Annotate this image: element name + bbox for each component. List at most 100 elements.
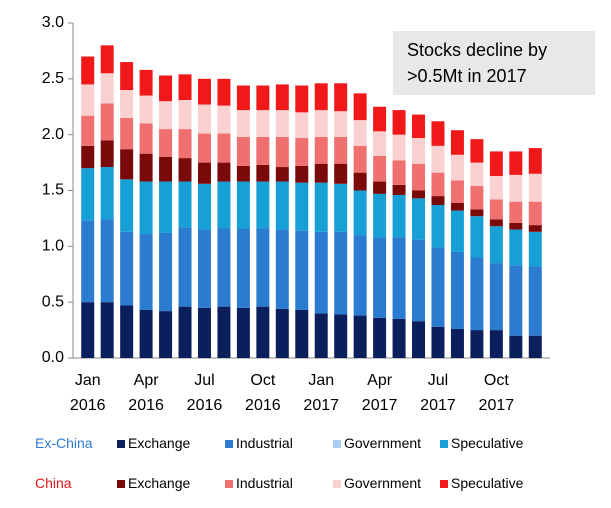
bar-segment	[412, 163, 426, 191]
bar-segment	[353, 145, 367, 173]
legend-swatch	[117, 480, 125, 488]
bar-segment	[100, 219, 114, 303]
bar-segment	[159, 129, 173, 157]
bar-segment	[100, 45, 114, 74]
bar-segment	[353, 120, 367, 146]
bar-segment	[314, 136, 328, 164]
bar-segment	[412, 198, 426, 240]
bar-segment	[81, 115, 95, 146]
legend-label: Speculative	[451, 475, 524, 491]
bar-segment	[431, 247, 445, 327]
bar-segment	[100, 167, 114, 220]
y-tick-label: 1.5	[42, 182, 64, 199]
bar-segment	[412, 138, 426, 164]
bar-segment	[81, 302, 95, 358]
bar-segment	[197, 229, 211, 308]
bar-segment	[120, 117, 134, 150]
bar-segment	[236, 181, 250, 229]
bar-segment	[470, 139, 484, 163]
bar-segment	[197, 162, 211, 184]
bar-segment	[275, 308, 289, 358]
bar-segment	[450, 328, 464, 358]
bar-segment	[450, 180, 464, 203]
bar-segment	[120, 305, 134, 358]
bar-segment	[217, 78, 231, 106]
legend-label: Industrial	[236, 475, 293, 491]
bar-segment	[431, 172, 445, 197]
bar-segment	[217, 306, 231, 358]
bar-segment	[334, 111, 348, 137]
legend-label: Government	[344, 435, 422, 451]
bar-segment	[334, 183, 348, 232]
bar-segment	[431, 145, 445, 173]
bar-segment	[275, 167, 289, 182]
bar-segment	[295, 112, 309, 139]
bar-segment	[528, 266, 542, 336]
bar-segment	[100, 73, 114, 104]
y-tick-label: 2.5	[42, 70, 64, 87]
bar-segment	[450, 154, 464, 181]
bar-segment	[353, 172, 367, 191]
bar-segment	[314, 83, 328, 111]
bar-segment	[217, 162, 231, 182]
y-tick-label: 0.5	[42, 293, 64, 310]
bar-segment	[314, 313, 328, 358]
bar-segment	[197, 104, 211, 134]
bar-segment	[373, 155, 387, 182]
bar-segment	[431, 205, 445, 248]
bar-segment	[256, 306, 270, 358]
bar-segment	[470, 330, 484, 358]
bar-segment	[275, 136, 289, 168]
bar-segment	[139, 234, 153, 310]
bar-segment	[120, 90, 134, 118]
bar-segment	[178, 74, 192, 101]
x-tick-label: Apr 2017	[361, 372, 398, 414]
bar-segment	[139, 181, 153, 235]
bar-segment	[256, 228, 270, 307]
bar-segment	[256, 181, 270, 229]
bar-segment	[431, 196, 445, 206]
bar-segment	[431, 326, 445, 358]
bar-segment	[470, 209, 484, 217]
bar-segment	[528, 335, 542, 358]
bar-segment	[295, 138, 309, 166]
bar-segment	[236, 136, 250, 166]
bar-segment	[509, 151, 523, 175]
bar-segment	[412, 114, 426, 139]
bar-segment	[470, 186, 484, 210]
legend-swatch	[440, 480, 448, 488]
bar-segment	[100, 103, 114, 141]
bar-segment	[353, 93, 367, 121]
bar-segment	[373, 131, 387, 156]
bar-segment	[178, 227, 192, 307]
bar-segment	[120, 62, 134, 90]
x-tick-label: Oct 2017	[478, 372, 515, 414]
y-tick-label: 3.0	[42, 14, 64, 31]
bar-segment	[373, 317, 387, 358]
bar-segment	[275, 181, 289, 230]
bar-segment	[334, 136, 348, 164]
bar-segment	[314, 231, 328, 314]
legend-swatch	[440, 440, 448, 448]
x-tick-label: Jan 2017	[303, 372, 340, 414]
bar-segment	[314, 110, 328, 137]
bar-segment	[392, 318, 406, 358]
bar-segment	[217, 105, 231, 134]
bar-segment	[100, 140, 114, 168]
bar-segment	[509, 335, 523, 358]
annotation: Stocks decline by >0.5Mt in 2017	[393, 31, 595, 95]
bar-segment	[334, 314, 348, 358]
bar-segment	[159, 311, 173, 358]
bar-segment	[295, 309, 309, 358]
x-tick-label: Jul 2016	[186, 372, 223, 414]
bar-segment	[217, 181, 231, 229]
bar-segment	[489, 263, 503, 331]
bar-segment	[489, 219, 503, 227]
bar-segment	[450, 202, 464, 211]
bar-segment	[470, 257, 484, 331]
bar-segment	[470, 216, 484, 258]
bar-segment	[120, 179, 134, 232]
bar-segment	[412, 321, 426, 358]
x-tick-label: Apr 2016	[128, 372, 164, 414]
